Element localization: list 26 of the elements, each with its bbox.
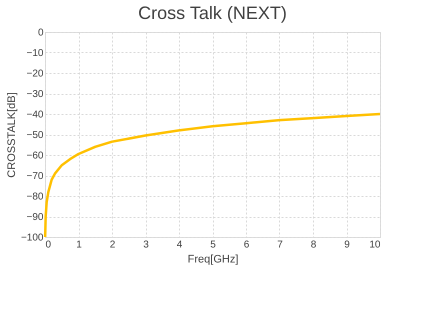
x-tick-label: 10 [369, 240, 381, 250]
y-tick-label: 0 [38, 28, 44, 38]
y-tick-label: −10 [26, 48, 44, 59]
y-tick-label: −30 [26, 89, 44, 100]
y-tick-label: −100 [20, 232, 44, 244]
x-tick-label: 1 [76, 240, 82, 250]
x-tick-label: 4 [176, 240, 183, 250]
y-tick-label: −50 [26, 130, 44, 141]
chart-title: Cross Talk (NEXT) [138, 3, 287, 23]
x-tick-label: 8 [310, 240, 317, 250]
x-tick-label: 6 [244, 240, 250, 250]
line-series [44, 112, 382, 238]
y-tick-label: −80 [26, 192, 44, 202]
y-tick-label: −60 [26, 150, 44, 162]
x-tick-label: 0 [46, 240, 52, 250]
x-tick-label: 5 [210, 240, 216, 250]
y-tick-label: −40 [26, 110, 44, 120]
x-tick-label: 7 [277, 240, 284, 250]
y-axis-title: CROSSTALK[dB] [6, 92, 18, 178]
y-tick-label: −20 [26, 68, 44, 80]
x-tick-label: 9 [344, 240, 350, 250]
x-tick-label: 2 [110, 240, 116, 250]
y-tick-label: −70 [26, 171, 44, 182]
y-tick-label: −90 [26, 212, 44, 223]
x-tick-label: 3 [143, 240, 150, 250]
x-axis-title: Freq[GHz] [188, 254, 238, 266]
